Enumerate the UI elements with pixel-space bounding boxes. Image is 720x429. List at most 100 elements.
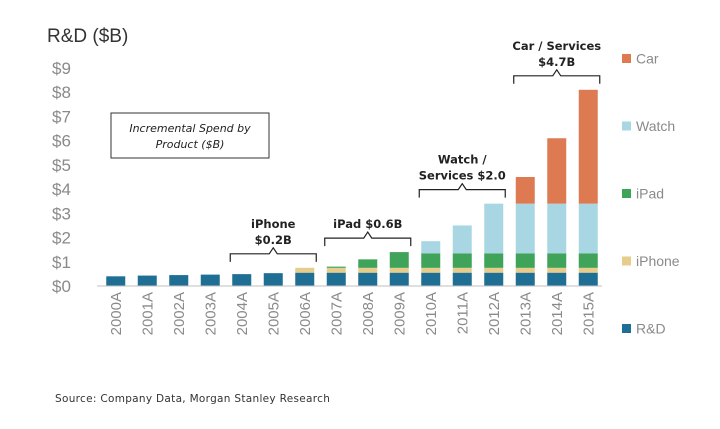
- x-tick-label: 2000A: [108, 292, 125, 335]
- bar-watch-2013A: [515, 203, 535, 254]
- x-tick-label: 2015A: [580, 292, 597, 335]
- bar-watch-2014A: [547, 203, 567, 254]
- y-tick-label: $9: [52, 59, 71, 78]
- x-tick-label: 2004A: [234, 292, 251, 335]
- annotation-bracket: [513, 68, 601, 84]
- bar-iphone-2011A: [452, 267, 472, 273]
- bar-ipad-2007A: [326, 266, 346, 268]
- bar-rd-2003A: [200, 274, 220, 286]
- bar-watch-2012A: [484, 203, 504, 254]
- bar-watch-2010A: [421, 241, 441, 254]
- bar-iphone-2008A: [358, 267, 378, 273]
- note-box: Incremental Spend by Product ($B): [110, 112, 270, 159]
- annotation-bracket: [324, 231, 412, 247]
- bar-rd-2015A: [578, 272, 598, 286]
- bar-ipad-2011A: [452, 253, 472, 268]
- bar-car-2015A: [578, 89, 598, 204]
- x-tick-label: 2011A: [454, 292, 471, 334]
- annotation-label: iPad $0.6B: [333, 217, 402, 231]
- legend-swatch: [622, 324, 631, 333]
- y-tick-label: $1: [52, 253, 71, 272]
- legend-label: iPhone: [636, 253, 680, 269]
- bar-iphone-2010A: [421, 267, 441, 273]
- x-tick-label: 2002A: [171, 292, 188, 335]
- x-tick-label: 2003A: [202, 292, 219, 335]
- annotation-label: Watch /: [438, 153, 488, 167]
- legend-label: Watch: [636, 118, 675, 134]
- y-tick-label: $2: [52, 229, 71, 248]
- bar-ipad-2008A: [358, 259, 378, 268]
- annotation-bracket: [418, 182, 506, 198]
- bar-watch-2011A: [452, 225, 472, 254]
- annotation-label: Car / Services: [512, 39, 601, 53]
- bar-ipad-2015A: [578, 253, 598, 268]
- y-tick-label: $7: [52, 107, 71, 126]
- y-tick-label: $6: [52, 132, 71, 151]
- bar-ipad-2013A: [515, 253, 535, 268]
- annotation-label: Services $2.0: [419, 169, 506, 183]
- annotation-label: iPhone: [251, 217, 296, 231]
- legend-label: Car: [636, 51, 659, 67]
- y-tick-label: $0: [52, 277, 71, 296]
- x-tick-label: 2012A: [486, 292, 503, 335]
- x-axis-ticks: 2000A 2001A 2002A 2003A 2004A 2005A 2006A 2007A…: [108, 292, 598, 335]
- bar-iphone-2007A: [326, 267, 346, 273]
- legend-swatch: [622, 256, 631, 266]
- bar-rd-2012A: [484, 272, 504, 286]
- x-tick-label: 2006A: [297, 292, 314, 335]
- legend-label: iPad: [636, 186, 664, 202]
- y-axis-ticks: $0 $1 $2 $3 $4 $5 $6 $7 $8 $9: [52, 59, 71, 296]
- bar-ipad-2014A: [547, 253, 567, 268]
- bar-rd-2010A: [421, 272, 441, 286]
- bar-car-2014A: [547, 138, 567, 204]
- bar-rd-2004A: [232, 274, 252, 286]
- annotation-label: $0.2B: [255, 233, 292, 247]
- x-tick-label: 2001A: [139, 292, 156, 335]
- note-line-2: Product ($B): [156, 138, 225, 151]
- bar-rd-2011A: [452, 272, 472, 286]
- bar-ipad-2010A: [421, 253, 441, 268]
- bar-iphone-2014A: [547, 267, 567, 273]
- bar-rd-2014A: [547, 272, 567, 286]
- legend-swatch: [622, 54, 631, 63]
- bar-watch-2015A: [578, 203, 598, 254]
- x-tick-label: 2008A: [360, 292, 377, 335]
- bar-rd-2006A: [295, 272, 315, 286]
- y-tick-label: $4: [52, 180, 71, 199]
- bar-rd-2005A: [263, 273, 283, 286]
- bar-rd-2008A: [358, 272, 378, 286]
- bar-rd-2007A: [326, 272, 346, 286]
- bar-iphone-2012A: [484, 267, 504, 273]
- bar-rd-2001A: [137, 275, 157, 286]
- y-tick-label: $8: [52, 83, 71, 102]
- bar-ipad-2009A: [389, 252, 409, 268]
- annotation-bracket: [229, 246, 317, 262]
- y-tick-label: $5: [52, 156, 71, 175]
- note-line-1: Incremental Spend by: [129, 122, 251, 135]
- bar-rd-2002A: [169, 275, 189, 286]
- legend-swatch: [622, 121, 631, 131]
- x-tick-label: 2013A: [517, 292, 534, 335]
- annotation-label: $4.7B: [538, 55, 575, 69]
- x-tick-label: 2005A: [265, 292, 282, 335]
- x-tick-label: 2014A: [549, 292, 566, 335]
- annotations: iPhone $0.2B iPad $0.6B Watch / Services $2.…: [229, 39, 601, 262]
- source-note: Source: Company Data, Morgan Stanley Res…: [55, 393, 331, 405]
- y-axis-label: R&D ($B): [47, 26, 128, 47]
- x-tick-label: 2007A: [328, 292, 345, 335]
- bars: [106, 89, 598, 286]
- bar-ipad-2012A: [484, 253, 504, 268]
- bar-rd-2000A: [106, 276, 126, 286]
- y-tick-label: $3: [52, 204, 71, 223]
- bar-rd-2013A: [515, 272, 535, 286]
- bar-car-2013A: [515, 177, 535, 204]
- bar-rd-2009A: [389, 272, 409, 286]
- bar-iphone-2009A: [389, 267, 409, 273]
- x-tick-label: 2010A: [423, 292, 440, 335]
- x-tick-label: 2009A: [391, 292, 408, 335]
- legend: Car Watch iPad iPhone R&D: [622, 51, 680, 337]
- legend-swatch: [622, 189, 631, 198]
- bar-iphone-2013A: [515, 267, 535, 273]
- bar-iphone-2015A: [578, 267, 598, 273]
